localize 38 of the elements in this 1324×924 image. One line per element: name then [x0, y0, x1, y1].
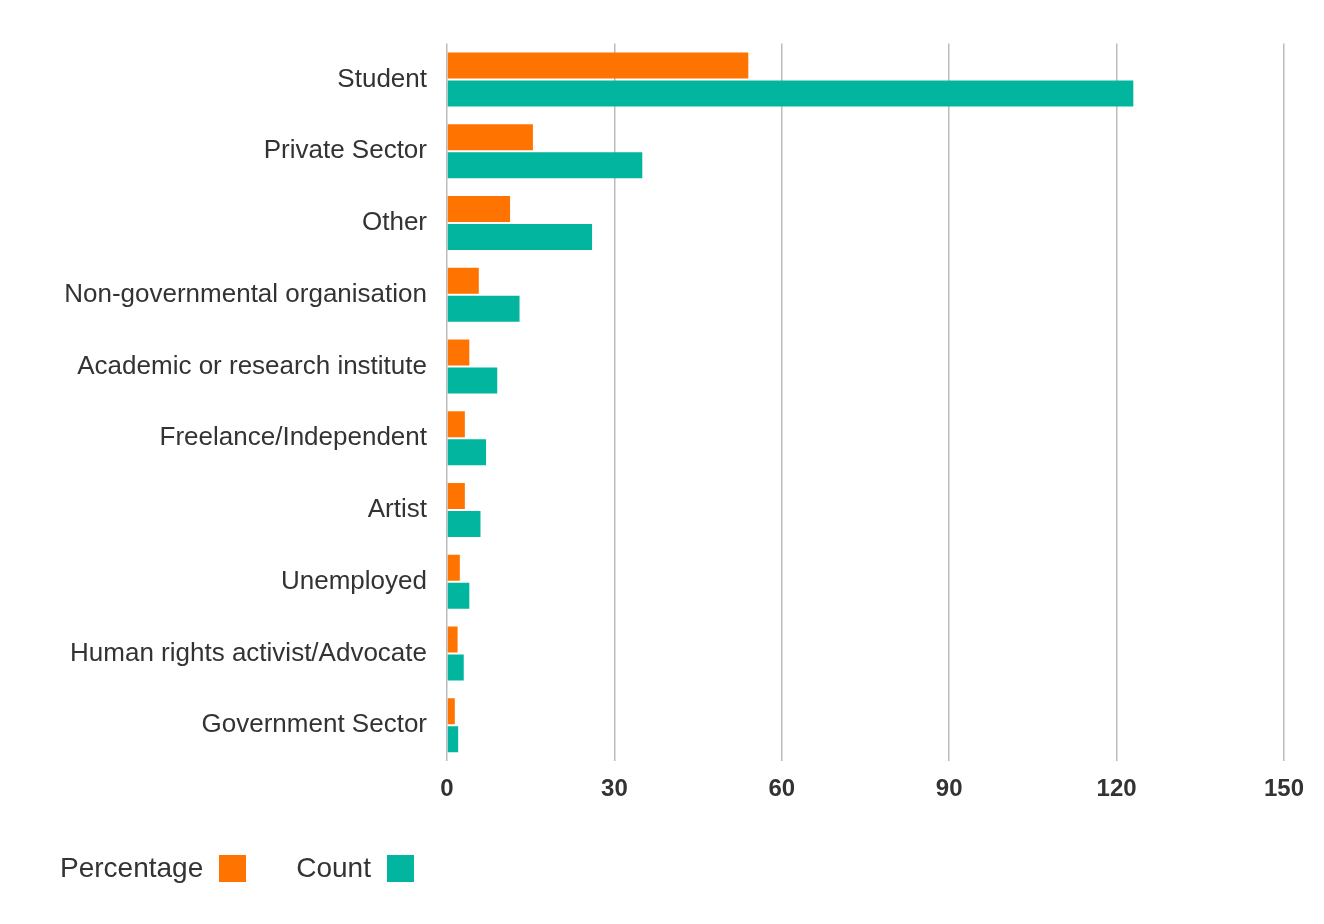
- bar: [447, 698, 455, 725]
- bar: [447, 411, 465, 438]
- x-tick-label: 150: [1263, 774, 1304, 802]
- y-tick-label: Non-governmental organisation: [64, 277, 427, 308]
- bar: [447, 223, 593, 251]
- y-tick-label: Government Sector: [201, 708, 428, 739]
- bar: [447, 726, 459, 753]
- bar: [447, 367, 498, 394]
- bar: [447, 124, 533, 151]
- x-tick-label: 60: [768, 774, 796, 802]
- bar: [447, 52, 749, 79]
- bar: [447, 80, 1134, 107]
- y-tick-label: Freelance/Independent: [159, 421, 428, 452]
- bar: [447, 582, 470, 609]
- bar: [447, 439, 487, 466]
- y-tick-label: Other: [361, 206, 428, 237]
- y-tick-label: Artist: [367, 493, 428, 524]
- bar: [447, 626, 458, 653]
- bar: [447, 339, 470, 366]
- bar: [447, 483, 465, 510]
- bar: [447, 267, 479, 294]
- bar: [447, 195, 511, 223]
- x-tick-label: 90: [935, 774, 963, 802]
- bar: [447, 654, 464, 681]
- bar: [447, 511, 481, 538]
- x-tick-label: 30: [601, 774, 628, 802]
- y-tick-label: Human rights activist/Advocate: [70, 636, 427, 667]
- bar: [447, 295, 520, 322]
- y-tick-label: Student: [337, 62, 428, 93]
- y-tick-label: Private Sector: [263, 134, 428, 165]
- bar: [447, 554, 460, 581]
- x-tick-label: 0: [440, 774, 454, 802]
- y-tick-label: Academic or research institute: [77, 349, 427, 380]
- bar: [447, 152, 643, 179]
- x-tick-label: 120: [1096, 774, 1137, 802]
- y-tick-label: Unemployed: [281, 564, 427, 595]
- legend-label: Percentage: [60, 852, 204, 884]
- legend-label: Count: [296, 852, 371, 884]
